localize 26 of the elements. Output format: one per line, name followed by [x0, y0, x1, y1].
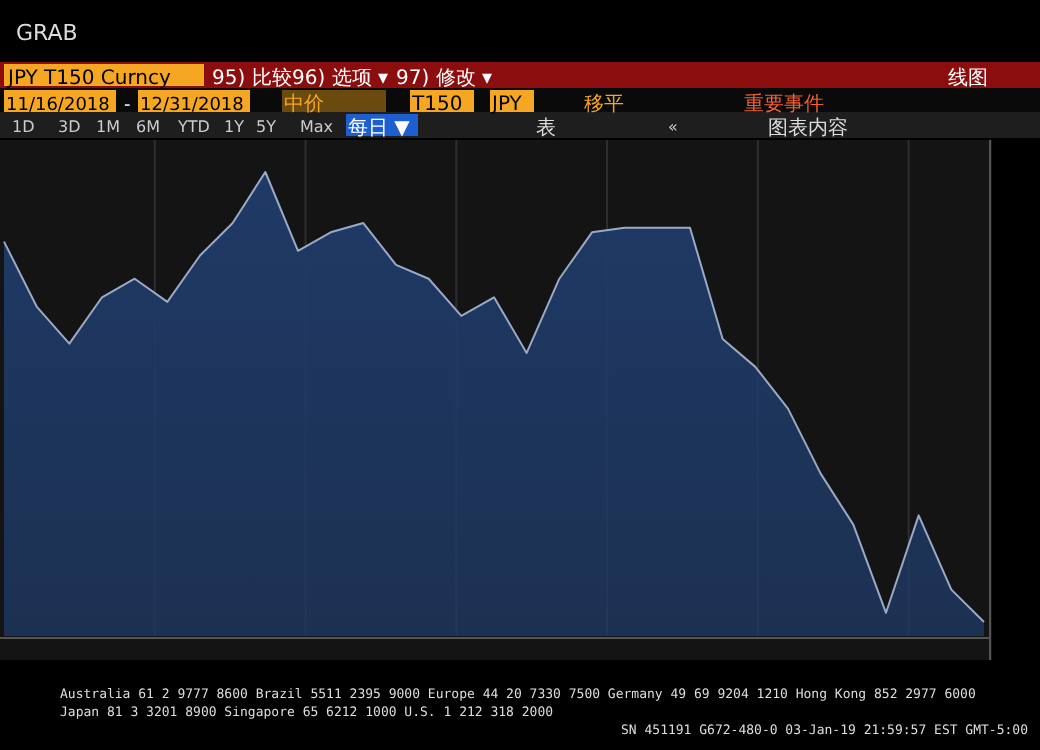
text: GRAB: [16, 20, 78, 46]
text: 每日 ▼: [348, 116, 411, 140]
text: 6M: [136, 118, 161, 136]
text: 96) 选项 ▾: [292, 66, 389, 90]
text: 1D: [12, 118, 35, 136]
text: 95) 比较: [212, 66, 292, 90]
text: 图表内容: [768, 116, 848, 140]
text: -: [124, 96, 131, 116]
text: 3D: [58, 118, 81, 136]
text: 1M: [96, 118, 121, 136]
text: 线图: [948, 66, 988, 90]
text: 5Y: [256, 118, 277, 136]
text: T150: [410, 94, 463, 116]
text: «: [668, 118, 678, 136]
text: Max: [300, 118, 334, 136]
text: 移平: [584, 92, 624, 116]
text: 重要事件: [744, 92, 824, 116]
chart-title: JPY T150 Curncy: [6, 68, 172, 90]
text: 中价: [284, 92, 324, 116]
text: JPY: [490, 94, 524, 116]
text: 12/31/2018: [140, 96, 245, 116]
text: 1Y: [224, 118, 245, 136]
text: 97) 修改 ▾: [396, 68, 493, 90]
text: YTD: [176, 118, 210, 136]
text: 11/16/2018: [6, 96, 111, 116]
text: 表: [536, 116, 556, 140]
